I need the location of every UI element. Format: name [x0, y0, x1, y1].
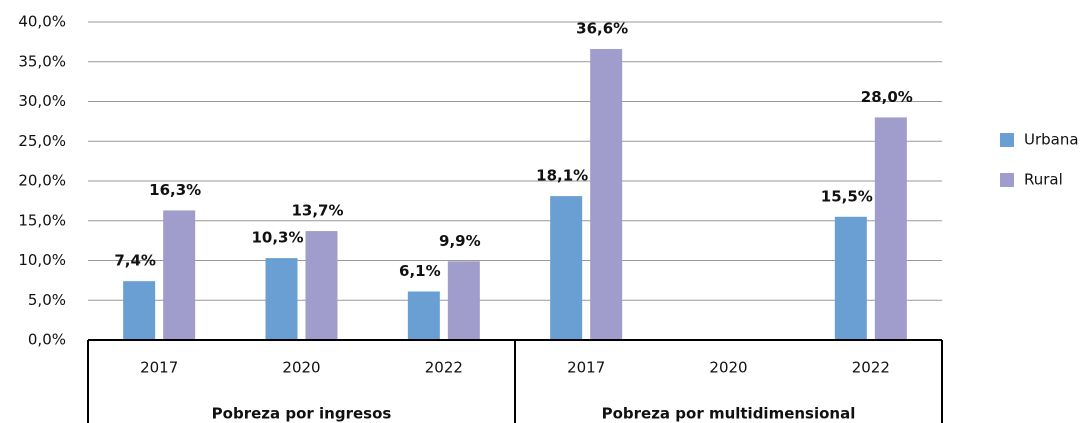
bar	[407, 291, 440, 340]
bar	[305, 231, 338, 340]
x-tick-label: 2020	[709, 359, 747, 377]
data-label: 6,1%	[399, 262, 441, 280]
y-tick-label: 10,0%	[18, 251, 66, 269]
bar	[590, 49, 623, 340]
y-tick-label: 30,0%	[18, 92, 66, 110]
bar	[123, 281, 156, 340]
bar	[447, 261, 480, 340]
data-label: 13,7%	[291, 202, 343, 220]
data-label: 9,9%	[439, 232, 481, 250]
group-label: Pobreza por ingresos	[212, 405, 392, 423]
y-tick-label: 40,0%	[18, 13, 66, 31]
bar	[163, 210, 196, 340]
data-label: 18,1%	[536, 167, 588, 185]
x-tick-label: 2017	[567, 359, 605, 377]
data-label: 16,3%	[149, 181, 201, 199]
bar	[265, 258, 298, 340]
data-label: 15,5%	[821, 187, 873, 205]
bar	[874, 117, 907, 341]
x-tick-label: 2017	[140, 359, 178, 377]
y-tick-label: 20,0%	[18, 172, 66, 190]
y-tick-label: 5,0%	[28, 291, 66, 309]
x-tick-label: 2022	[852, 359, 890, 377]
y-tick-label: 35,0%	[18, 52, 66, 70]
x-tick-label: 2022	[425, 359, 463, 377]
y-tick-label: 15,0%	[18, 211, 66, 229]
y-tick-label: 0,0%	[28, 331, 66, 349]
legend-swatch	[1000, 173, 1014, 187]
bar	[834, 216, 867, 340]
y-tick-label: 25,0%	[18, 132, 66, 150]
group-label: Pobreza por multidimensional	[602, 405, 856, 423]
data-label: 28,0%	[861, 88, 913, 106]
legend-label: Urbana	[1024, 131, 1079, 149]
data-label: 10,3%	[251, 229, 303, 247]
data-label: 36,6%	[576, 20, 628, 38]
x-tick-label: 2020	[282, 359, 320, 377]
bar	[550, 196, 583, 340]
legend-label: Rural	[1024, 171, 1063, 189]
data-label: 7,4%	[114, 252, 156, 270]
legend-swatch	[1000, 133, 1014, 147]
